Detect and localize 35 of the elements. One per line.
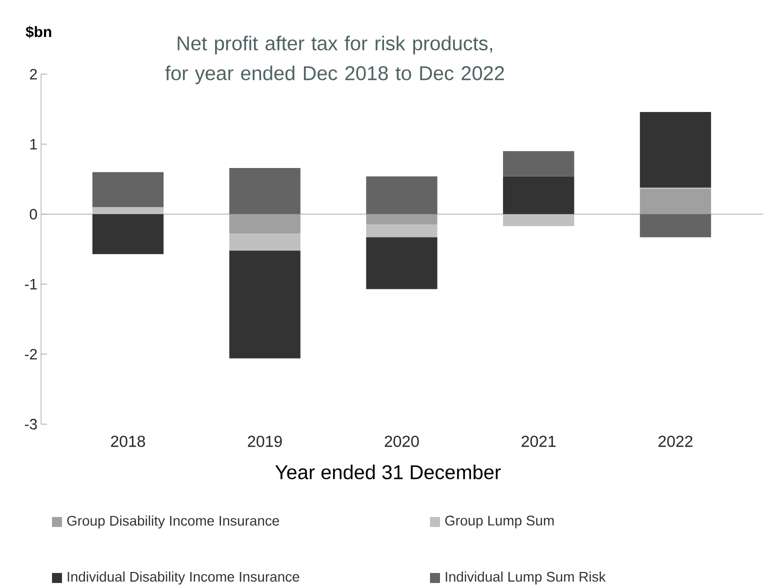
- x-axis-title: Year ended 31 December: [275, 464, 501, 480]
- x-tick-label: 2019: [248, 436, 282, 447]
- bar: [503, 176, 574, 214]
- x-tick-label: 2021: [522, 436, 556, 447]
- bar: [640, 188, 712, 214]
- legend-label: Group Lump Sum: [445, 516, 554, 528]
- bar: [366, 237, 438, 290]
- y-tick-label: -3: [24, 418, 37, 430]
- bar: [92, 172, 164, 208]
- bar: [92, 207, 164, 214]
- y-tick-label: 1: [30, 139, 37, 150]
- y-tick-label: -1: [24, 279, 37, 290]
- y-tick-label: 0: [30, 208, 37, 220]
- x-tick-label: 2020: [384, 436, 419, 447]
- bar: [640, 214, 712, 238]
- bar: [366, 224, 438, 238]
- bar: [229, 250, 300, 358]
- y-tick-label: 2: [30, 68, 37, 80]
- bar: [366, 176, 438, 214]
- legend-label: Individual Lump Sum Risk: [446, 571, 606, 584]
- y-tick-label: -2: [24, 348, 37, 360]
- bar: [92, 214, 164, 254]
- bar: [229, 234, 300, 251]
- bar: [366, 214, 438, 225]
- x-tick-label: 2022: [658, 436, 692, 447]
- bar: [229, 168, 300, 214]
- legend-label: Group Disability Income Insurance: [67, 515, 280, 528]
- bar: [503, 151, 574, 176]
- bar: [229, 214, 300, 234]
- legend-label: Individual Disability Income Insurance: [68, 571, 300, 584]
- y-axis-title: $bn: [26, 26, 52, 38]
- x-tick-label: 2018: [111, 436, 146, 447]
- bar: [503, 214, 574, 226]
- chart-title: Net profit after tax for risk products, for year ended Dec 2018 to Dec 2022: [165, 36, 504, 84]
- bar: [640, 112, 712, 188]
